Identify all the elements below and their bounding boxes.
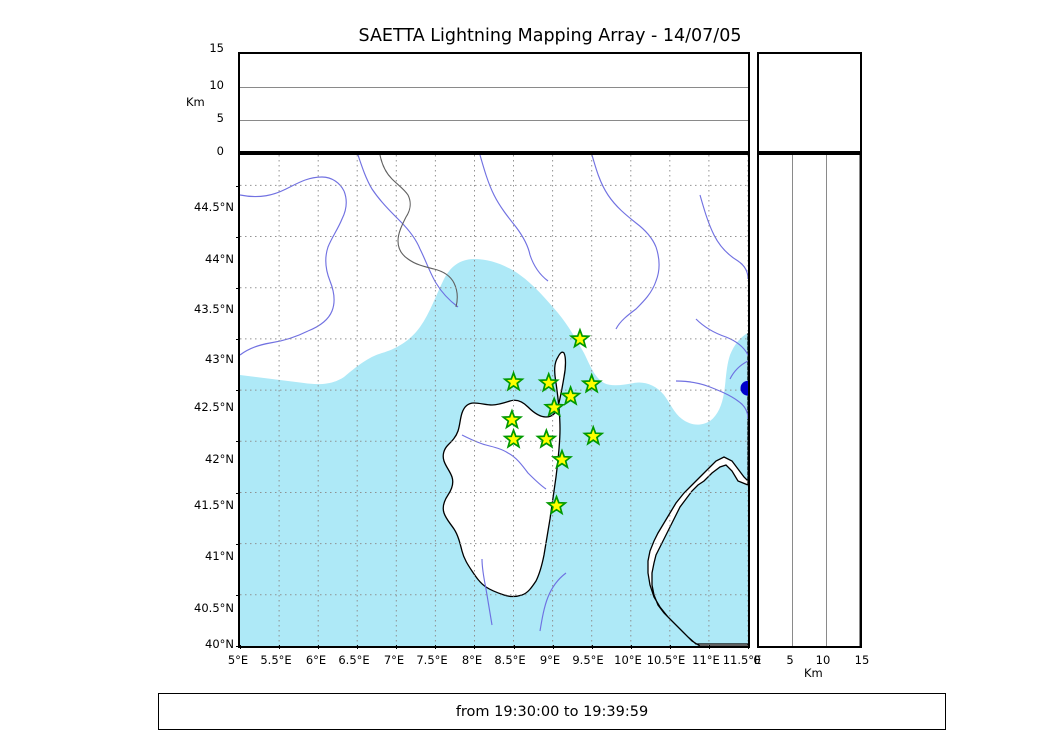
station-marker[interactable]: [559, 384, 582, 406]
map-ytick-44-5: 44.5°N: [194, 200, 234, 214]
right-panel-xtick-0: 0: [753, 653, 761, 667]
top-panel-ytick-5: 5: [216, 111, 224, 125]
lightning-sources-layer: [740, 380, 749, 396]
map-ytickmark: [236, 441, 240, 443]
right-panel-xtick-10: 10: [815, 653, 831, 667]
gridline-5km: [240, 120, 748, 121]
altitude-vs-longitude-panel[interactable]: [238, 52, 750, 153]
top-panel-ytick-0: 0: [216, 144, 224, 158]
map-xtickmark: [240, 645, 241, 649]
time-window-label: from 19:30:00 to 19:39:59: [455, 703, 649, 720]
map-xtick-5-5: 5.5°E: [260, 653, 292, 667]
rivers: [240, 155, 748, 632]
map-xtick-10: 10°E: [614, 653, 642, 667]
map-xtickmark: [279, 645, 281, 649]
gridline-10km: [240, 87, 748, 88]
map-xtick-9: 9°E: [539, 653, 561, 667]
map-ytick-42: 42°N: [205, 452, 234, 466]
map-xtickmark: [552, 645, 554, 649]
map-xtick-5: 5°E: [227, 653, 249, 667]
station-marker[interactable]: [582, 424, 605, 446]
map-xtickmark: [318, 645, 320, 649]
top-panel-ytick-10: 10: [209, 78, 224, 92]
right-panel-xtick-5: 5: [786, 653, 794, 667]
map-panel[interactable]: [236, 153, 750, 649]
map-xtickmark: [474, 645, 476, 649]
map-xtick-11: 11°E: [692, 653, 720, 667]
map-xtick-10-5: 10.5°E: [646, 653, 686, 667]
station-marker[interactable]: [568, 327, 592, 349]
map-xtickmark: [513, 645, 515, 649]
map-xtick-11-5: 11.5°E: [722, 653, 762, 667]
map-xtick-6-5: 6.5°E: [338, 653, 370, 667]
country-borders: [379, 155, 458, 308]
map-geography: [240, 155, 748, 598]
map-ytickmark: [236, 185, 240, 187]
map-ytick-40-5: 40.5°N: [194, 601, 234, 615]
page-title: SAETTA Lightning Mapping Array - 14/07/0…: [358, 26, 742, 46]
map-xtick-6: 6°E: [305, 653, 327, 667]
right-panel-xlabel: Km: [804, 666, 823, 680]
map-xtickmark: [591, 645, 593, 649]
station-marker[interactable]: [537, 371, 560, 393]
station-marker[interactable]: [550, 448, 574, 470]
map-xtickmark: [708, 645, 710, 649]
land-corsica: [442, 351, 567, 598]
map-ytickmark: [236, 543, 240, 545]
map-ytickmark: [236, 390, 240, 392]
land-europe: [240, 155, 748, 425]
map-ytickmark: [236, 646, 240, 647]
map-xtick-7: 7°E: [383, 653, 405, 667]
map-xtickmark: [669, 645, 671, 649]
map-ytickmark: [236, 492, 240, 494]
altitude-vs-latitude-panel[interactable]: [757, 153, 862, 648]
map-xtick-9-5: 9.5°E: [572, 653, 604, 667]
coastline-continental-europe: [240, 155, 748, 646]
map-xtickmark: [435, 645, 437, 649]
map-xtick-8-5: 8.5°E: [494, 653, 526, 667]
map-ytick-41-5: 41.5°N: [194, 498, 234, 512]
station-marker[interactable]: [580, 372, 603, 394]
station-marker[interactable]: [500, 408, 524, 430]
station-marker[interactable]: [502, 370, 525, 392]
right-panel-xtick-15: 15: [854, 653, 870, 667]
gridline-10km: [826, 155, 827, 646]
gridline-15km: [859, 155, 860, 646]
corner-panel[interactable]: [757, 52, 862, 153]
time-window-box[interactable]: from 19:30:00 to 19:39:59: [158, 693, 946, 730]
map-ytick-43-5: 43.5°N: [194, 302, 234, 316]
station-marker[interactable]: [543, 396, 566, 418]
map-graphics: [240, 155, 748, 646]
station-markers-layer: [500, 327, 605, 516]
map-ytick-43: 43°N: [205, 352, 234, 366]
top-panel-ylabel: Km: [186, 95, 205, 109]
map-xtick-7-5: 7.5°E: [416, 653, 448, 667]
map-viewport: [240, 155, 748, 646]
top-panel-ytick-15: 15: [209, 41, 224, 55]
landmasses: [240, 155, 748, 646]
map-xtickmark: [357, 645, 359, 649]
lightning-source-marker[interactable]: [740, 380, 749, 396]
map-ytickmark: [236, 594, 240, 596]
map-ytick-40: 40°N: [205, 637, 234, 651]
map-xtickmark: [630, 645, 632, 649]
map-xtickmark: [748, 645, 749, 649]
map-ytick-41: 41°N: [205, 549, 234, 563]
map-xtick-8: 8°E: [461, 653, 483, 667]
map-ytickmark: [236, 287, 240, 289]
map-xtickmark: [396, 645, 398, 649]
map-ytickmark: [236, 339, 240, 341]
station-marker[interactable]: [535, 427, 558, 449]
map-ytick-44: 44°N: [205, 252, 234, 266]
map-ytickmark: [236, 236, 240, 238]
station-marker[interactable]: [545, 494, 568, 516]
gridline-5km: [792, 155, 793, 646]
station-marker[interactable]: [502, 427, 525, 449]
map-ytick-42-5: 42.5°N: [194, 400, 234, 414]
